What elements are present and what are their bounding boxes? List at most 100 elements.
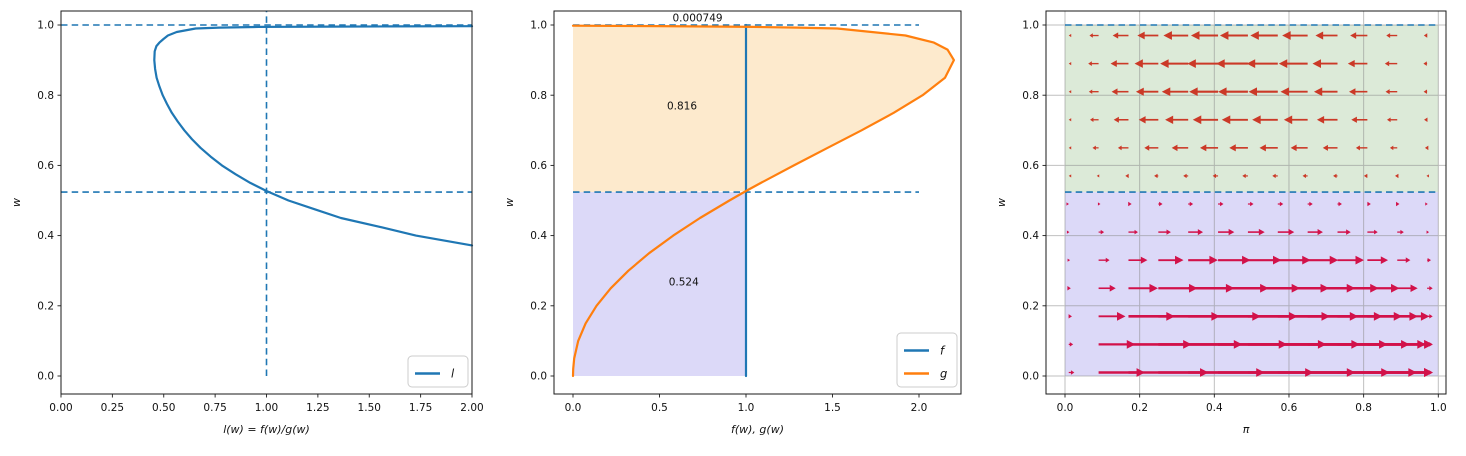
quiver-arrow (1088, 61, 1099, 66)
quiver-arrow (1277, 201, 1284, 207)
quiver-arrow (1427, 257, 1432, 263)
arrow-head (1279, 201, 1284, 207)
quiver-arrow (1386, 33, 1398, 38)
quiver-arrow (1135, 87, 1159, 96)
arrow-head (1405, 257, 1411, 263)
quiver-arrow (1188, 201, 1194, 207)
quiver-arrow (1158, 255, 1184, 265)
arrow-head (1363, 173, 1368, 179)
x-tick-label: 0.75 (203, 402, 226, 414)
arrow-head (1149, 283, 1158, 293)
quiver-arrow (1426, 174, 1429, 178)
arrow-head (1313, 87, 1323, 96)
arrow-head (1189, 201, 1194, 207)
quiver-arrow (1427, 370, 1433, 375)
quiver-arrow (1307, 255, 1339, 265)
quiver-arrow (1066, 202, 1069, 206)
quiver-arrow (1068, 342, 1074, 347)
quiver-arrow (1125, 173, 1129, 179)
quiver-arrow (1089, 33, 1099, 38)
arrow-head (1278, 59, 1288, 68)
quiver-arrow (1138, 116, 1159, 124)
quiver-arrow (1348, 88, 1368, 96)
x-tick-label: 0.25 (101, 402, 124, 414)
arrow-head (1280, 87, 1289, 97)
x-tick-label: 1.0 (1430, 402, 1447, 414)
ticks (57, 24, 473, 398)
quiver-arrow (1397, 257, 1411, 263)
arrow-head (1229, 144, 1236, 152)
arrow-head (1423, 33, 1428, 38)
arrow-head (1105, 257, 1110, 263)
quiver-arrow (1096, 174, 1100, 178)
y-tick-label: 0.4 (1022, 230, 1039, 242)
quiver-arrow (1165, 115, 1189, 124)
quiver-arrow (1278, 59, 1308, 68)
arrow-head (1175, 255, 1184, 265)
quiver-arrow (1337, 255, 1364, 265)
arrow-head (1329, 255, 1339, 265)
arrow-head (1315, 31, 1324, 40)
annotation-0.000749: 0.000749 (673, 13, 723, 25)
axes-frame (1045, 10, 1447, 395)
arrow-head (1166, 229, 1171, 235)
x-tick-label: 1.0 (738, 402, 755, 414)
ticks (1042, 24, 1439, 398)
y-axis-label: w (10, 198, 23, 207)
arrow-head (1092, 145, 1096, 151)
quiver-arrow (1423, 33, 1428, 38)
quiver-arrow (1252, 115, 1278, 125)
quiver-arrow (1351, 116, 1368, 123)
quiver-arrow (1427, 342, 1433, 347)
arrow-head (1199, 144, 1207, 152)
quiver-arrow (1367, 283, 1400, 293)
x-tick-label: 0.00 (49, 402, 72, 414)
arrow-head (1387, 117, 1391, 123)
arrow-head (1288, 228, 1295, 236)
arrow-head (1128, 201, 1132, 207)
arrow-head (1125, 173, 1129, 179)
y-tick-label: 0.8 (530, 90, 547, 102)
arrow-head (1165, 115, 1174, 124)
arrow-head (1386, 33, 1391, 38)
arrow-head (1069, 342, 1074, 347)
arrow-head (1282, 31, 1291, 40)
quiver-arrow (1229, 144, 1248, 152)
arrow-head (1316, 115, 1325, 124)
y-tick-label: 0.4 (530, 230, 547, 242)
y-tick-label: 1.0 (37, 20, 54, 32)
quiver-arrow (1112, 32, 1129, 39)
arrow-head (1246, 59, 1256, 68)
quiver-arrow (1248, 87, 1278, 97)
quiver-arrow (1219, 31, 1248, 40)
quiver-arrow (1128, 283, 1158, 293)
quiver-arrow (1068, 90, 1072, 94)
arrow-head (1221, 115, 1231, 125)
upper-region (1065, 25, 1439, 193)
x-tick-label: 0.6 (1281, 402, 1298, 414)
y-tick-label: 1.0 (1022, 20, 1039, 32)
legend-label-g: g (940, 367, 947, 381)
axes-frame (553, 10, 962, 395)
quiver-arrow (1425, 202, 1428, 206)
quiver-arrow (1350, 32, 1368, 39)
arrow-head (1189, 87, 1198, 97)
quiver-arrow (1313, 87, 1338, 96)
quiver-arrow (1068, 33, 1072, 38)
quiver-arrow (1218, 255, 1251, 265)
quiver-arrow (1090, 117, 1099, 122)
arrow-head (1427, 257, 1432, 263)
legend: fg (896, 332, 958, 388)
arrow-head (1423, 89, 1428, 94)
quiver-arrow (1154, 173, 1159, 179)
quiver-arrow (1247, 255, 1282, 265)
quiver-arrow (1423, 61, 1428, 66)
y-tick-label: 0.0 (530, 371, 547, 383)
quiver-arrow (1302, 173, 1308, 179)
arrow-head (1112, 32, 1119, 39)
quiver-arrow (1283, 115, 1308, 125)
quiver-arrow (1158, 201, 1163, 207)
quiver-arrow (1246, 59, 1278, 68)
arrow-head (1117, 311, 1126, 321)
